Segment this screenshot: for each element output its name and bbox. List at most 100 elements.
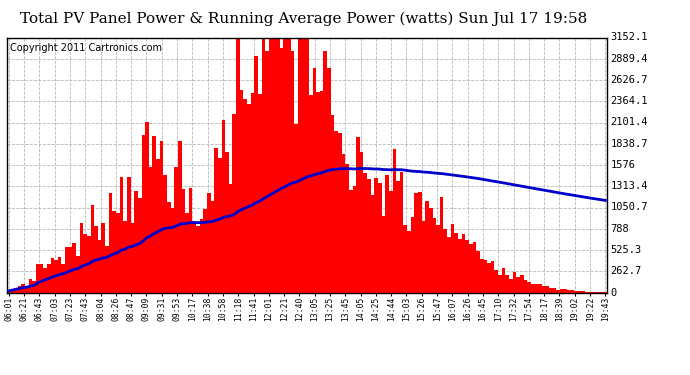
Bar [167, 202, 170, 292]
Bar [193, 221, 196, 292]
Bar [196, 226, 199, 292]
Bar [436, 225, 440, 292]
Bar [516, 277, 520, 292]
Bar [560, 289, 564, 292]
Bar [149, 167, 152, 292]
Bar [451, 224, 455, 292]
Bar [43, 268, 47, 292]
Text: 1050.7: 1050.7 [611, 202, 648, 213]
Bar [342, 154, 345, 292]
Bar [447, 237, 451, 292]
Bar [400, 172, 404, 292]
Bar [359, 152, 364, 292]
Text: 2889.4: 2889.4 [611, 54, 648, 64]
Bar [72, 243, 76, 292]
Bar [130, 223, 135, 292]
Bar [305, 38, 309, 292]
Bar [505, 275, 509, 292]
Bar [152, 136, 156, 292]
Bar [364, 173, 367, 292]
Bar [65, 247, 69, 292]
Bar [418, 192, 422, 292]
Bar [389, 191, 393, 292]
Bar [218, 158, 221, 292]
Text: Total PV Panel Power & Running Average Power (watts) Sun Jul 17 19:58: Total PV Panel Power & Running Average P… [20, 11, 587, 26]
Text: Copyright 2011 Cartronics.com: Copyright 2011 Cartronics.com [10, 43, 162, 52]
Bar [495, 270, 498, 292]
Bar [469, 244, 473, 292]
Bar [524, 280, 527, 292]
Bar [36, 264, 39, 292]
Bar [239, 90, 244, 292]
Text: 3152.1: 3152.1 [611, 33, 648, 42]
Bar [215, 148, 218, 292]
Bar [69, 247, 72, 292]
Bar [210, 201, 215, 292]
Bar [178, 141, 181, 292]
Bar [302, 38, 305, 292]
Bar [429, 207, 433, 292]
Bar [98, 240, 101, 292]
Bar [349, 190, 353, 292]
Bar [487, 263, 491, 292]
Bar [47, 264, 50, 292]
Bar [298, 38, 302, 292]
Bar [32, 280, 36, 292]
Bar [411, 217, 415, 292]
Bar [385, 175, 389, 292]
Bar [458, 238, 462, 292]
Bar [549, 288, 553, 292]
Bar [145, 122, 149, 292]
Bar [61, 264, 65, 292]
Bar [356, 136, 359, 292]
Bar [578, 291, 582, 292]
Bar [498, 275, 502, 292]
Bar [542, 286, 545, 292]
Bar [353, 186, 356, 292]
Bar [331, 115, 335, 292]
Text: 1576: 1576 [611, 160, 635, 170]
Bar [29, 279, 32, 292]
Bar [18, 286, 21, 292]
Bar [10, 289, 14, 292]
Bar [262, 38, 265, 292]
Bar [258, 93, 262, 292]
Bar [415, 193, 418, 292]
Bar [25, 285, 29, 292]
Bar [109, 194, 112, 292]
Bar [444, 229, 447, 292]
Bar [476, 251, 480, 292]
Bar [7, 291, 10, 292]
Bar [319, 92, 324, 292]
Bar [87, 237, 90, 292]
Bar [101, 223, 105, 292]
Text: 1313.4: 1313.4 [611, 181, 648, 191]
Bar [229, 184, 233, 292]
Bar [455, 233, 458, 292]
Bar [279, 48, 284, 292]
Bar [290, 51, 295, 292]
Bar [462, 234, 465, 292]
Bar [225, 152, 229, 292]
Bar [58, 258, 61, 292]
Bar [221, 120, 225, 292]
Bar [520, 275, 524, 292]
Bar [564, 289, 567, 292]
Bar [480, 259, 484, 292]
Bar [124, 222, 127, 292]
Text: 2364.1: 2364.1 [611, 96, 648, 106]
Bar [79, 223, 83, 292]
Text: 2101.4: 2101.4 [611, 117, 648, 128]
Bar [545, 286, 549, 292]
Bar [378, 183, 382, 292]
Text: 525.3: 525.3 [611, 245, 642, 255]
Bar [95, 226, 98, 292]
Bar [119, 177, 124, 292]
Bar [535, 284, 538, 292]
Text: 788: 788 [611, 224, 629, 234]
Bar [21, 284, 25, 292]
Bar [422, 221, 425, 292]
Bar [509, 279, 513, 292]
Bar [316, 92, 319, 292]
Bar [112, 211, 116, 292]
